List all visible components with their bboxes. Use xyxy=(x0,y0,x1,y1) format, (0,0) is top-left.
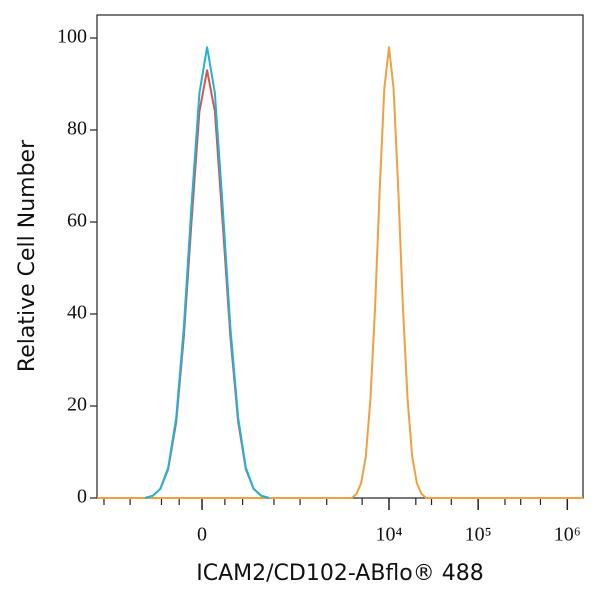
plot-frame xyxy=(96,14,584,499)
x-tick-label: 10⁴ xyxy=(375,524,402,546)
y-tick-label: 0 xyxy=(77,486,87,508)
histogram-line xyxy=(144,69,270,499)
histogram-line xyxy=(144,46,270,499)
x-tick-label: 0 xyxy=(197,524,207,546)
y-tick-label: 20 xyxy=(67,394,87,416)
y-tick-label: 60 xyxy=(67,210,87,232)
y-tick-label: 40 xyxy=(67,302,87,324)
histogram-line xyxy=(97,46,583,499)
x-axis-label: ICAM2/CD102-ABflo® 488 xyxy=(196,561,483,586)
y-tick-label: 80 xyxy=(67,118,87,140)
y-tick-label: 100 xyxy=(57,26,87,48)
x-tick-label: 10⁶ xyxy=(554,524,581,546)
y-axis-label: Relative Cell Number xyxy=(15,139,40,372)
x-tick-label: 10⁵ xyxy=(465,524,492,546)
